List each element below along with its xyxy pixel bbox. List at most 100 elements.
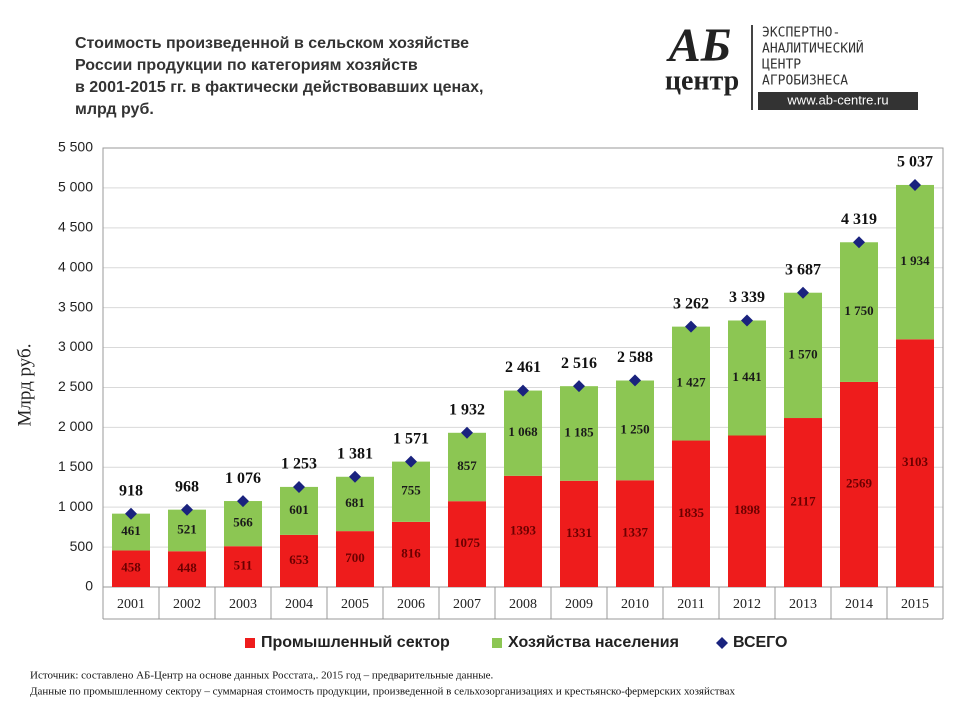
data-label: 1393 (510, 522, 537, 537)
data-label: 681 (345, 495, 365, 510)
data-label: 1 441 (732, 369, 761, 384)
total-label: 3 687 (785, 261, 821, 278)
data-label: 816 (401, 545, 421, 560)
total-label: 4 319 (841, 211, 877, 228)
bar-segment (448, 432, 486, 502)
x-tick-label: 2003 (229, 597, 257, 612)
total-marker (349, 470, 361, 483)
data-label: 521 (177, 521, 197, 536)
total-label: 1 253 (281, 456, 317, 473)
data-label: 461 (121, 523, 141, 538)
data-label: 511 (234, 558, 253, 573)
bar-segment (112, 550, 150, 587)
total-marker (853, 236, 865, 249)
x-tick-label: 2014 (845, 597, 873, 612)
total-label: 3 339 (729, 289, 765, 306)
legend-swatch (492, 638, 502, 648)
data-label: 1898 (734, 502, 761, 517)
x-tick-label: 2013 (789, 597, 817, 612)
bar-segment (224, 546, 262, 587)
y-tick-label: 2 000 (58, 418, 93, 434)
x-tick-label: 2002 (173, 597, 201, 612)
total-label: 2 516 (561, 355, 597, 372)
x-tick-label: 2015 (901, 597, 929, 612)
chart-title: Стоимость произведенной в сельском хозяй… (75, 35, 483, 118)
data-label: 755 (401, 483, 421, 498)
logo: АБ центр ЭКСПЕРТНО- АНАЛИТИЧЕСКИЙ ЦЕНТР … (665, 19, 918, 110)
title-line: в 2001-2015 гг. в фактически действовавш… (75, 79, 483, 96)
title-line: Стоимость произведенной в сельском хозяй… (75, 35, 469, 52)
y-tick-label: 5 500 (58, 139, 93, 155)
data-label: 857 (457, 458, 477, 473)
y-axis-label: Млрд руб. (14, 344, 35, 427)
x-tick-label: 2006 (397, 597, 425, 612)
bar-segment (840, 242, 878, 382)
y-tick-label: 3 000 (58, 338, 93, 354)
bar-segment (616, 380, 654, 481)
data-label: 1 570 (788, 346, 817, 361)
bar-segment (280, 486, 318, 535)
x-tick-label: 2005 (341, 597, 369, 612)
total-marker (125, 507, 137, 520)
legend-marker (716, 637, 728, 649)
x-tick-label: 2009 (565, 597, 593, 612)
note: Источник: составлено АБ-Центр на основе … (30, 670, 494, 682)
total-marker (685, 320, 697, 333)
bar-segment (224, 501, 262, 547)
data-label: 1 934 (900, 253, 930, 268)
bar-segment (784, 292, 822, 419)
y-tick-label: 1 500 (58, 458, 93, 474)
bar-segment (336, 531, 374, 587)
logo-url-box (758, 92, 918, 110)
bar-segment (728, 320, 766, 436)
data-label: 448 (177, 560, 197, 575)
y-tick-label: 1 000 (58, 498, 93, 514)
legend-label: Хозяйства населения (508, 634, 679, 651)
x-tick-label: 2001 (117, 597, 145, 612)
x-tick-label: 2007 (453, 597, 481, 612)
logo-line: АНАЛИТИЧЕСКИЙ (762, 41, 864, 57)
logo-line: ЦЕНТР (762, 58, 801, 73)
legend-label: Промышленный сектор (261, 634, 450, 651)
y-tick-label: 4 000 (58, 258, 93, 274)
total-marker (797, 286, 809, 299)
bar-segment (560, 480, 598, 587)
legend-swatch (245, 638, 255, 648)
y-tick-label: 500 (70, 538, 94, 554)
bar-segment (672, 440, 710, 587)
bar-segment (840, 381, 878, 587)
y-tick-label: 2 500 (58, 378, 93, 394)
total-label: 2 588 (617, 349, 653, 366)
total-label: 1 571 (393, 430, 429, 447)
bar-segment (392, 461, 430, 522)
x-tick-label: 2010 (621, 597, 649, 612)
total-marker (405, 455, 417, 468)
total-label: 2 461 (505, 359, 541, 376)
logo-mark: АБ (666, 19, 732, 72)
y-tick-label: 3 500 (58, 298, 93, 314)
data-label: 1 427 (676, 375, 706, 390)
legend-label: ВСЕГО (733, 634, 787, 651)
bar-segment (392, 521, 430, 587)
bar-segment (560, 386, 598, 481)
bar-segment (280, 534, 318, 587)
bar-segment (896, 184, 934, 340)
y-tick-label: 5 000 (58, 179, 93, 195)
total-marker (181, 503, 193, 516)
logo-line: ЭКСПЕРТНО- (762, 26, 840, 41)
bar-segment (616, 480, 654, 587)
y-tick-label: 0 (85, 578, 93, 594)
x-tick-label: 2004 (285, 597, 313, 612)
title-line: млрд руб. (75, 101, 154, 118)
data-label: 1 068 (508, 424, 538, 439)
title-line: России продукции по категориям хозяйств (75, 57, 418, 74)
logo-word: центр (665, 65, 739, 96)
logo-line: АГРОБИЗНЕСА (762, 74, 848, 89)
total-marker (629, 374, 641, 387)
data-label: 3103 (902, 454, 929, 469)
bar-segment (504, 390, 542, 476)
data-label: 1 250 (620, 421, 649, 436)
data-label: 2569 (846, 475, 873, 490)
data-label: 458 (121, 560, 141, 575)
data-label: 566 (233, 515, 253, 530)
